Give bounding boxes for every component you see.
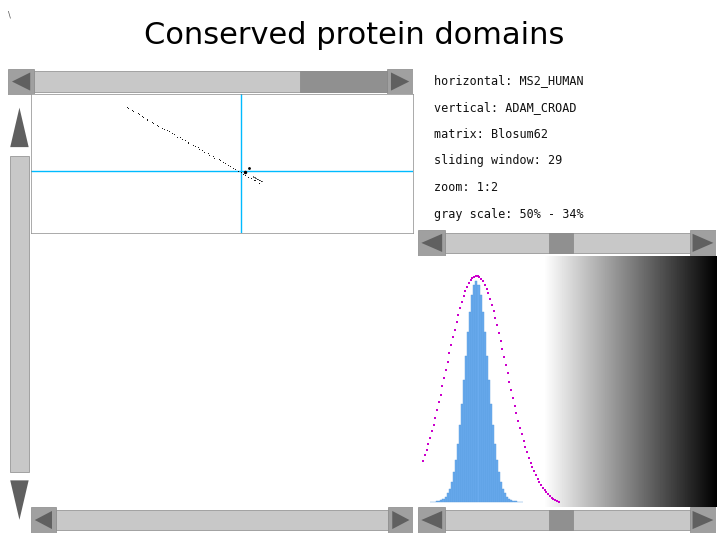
Text: gray scale: 50% - 34%: gray scale: 50% - 34% — [433, 208, 583, 221]
Polygon shape — [421, 234, 442, 252]
Bar — [510, 500, 513, 502]
Text: vertical: ADAM_CROAD: vertical: ADAM_CROAD — [433, 101, 576, 114]
Bar — [492, 426, 494, 502]
Bar — [477, 285, 480, 502]
Bar — [438, 501, 441, 502]
Polygon shape — [10, 481, 29, 520]
Bar — [508, 499, 510, 502]
Bar — [387, 69, 413, 94]
Bar — [31, 507, 56, 533]
Polygon shape — [10, 107, 29, 147]
Text: zoom: 1:2: zoom: 1:2 — [433, 181, 498, 194]
Bar — [469, 312, 472, 502]
Bar — [482, 312, 484, 502]
Bar — [467, 332, 469, 502]
Bar — [449, 489, 451, 502]
Bar — [690, 230, 716, 256]
Bar — [690, 507, 716, 533]
Bar — [388, 507, 413, 533]
Polygon shape — [693, 234, 714, 252]
Polygon shape — [12, 72, 30, 91]
Polygon shape — [693, 511, 714, 529]
Bar — [418, 507, 445, 533]
Bar — [486, 356, 487, 502]
Bar — [463, 380, 465, 502]
Bar — [494, 444, 496, 502]
Text: \: \ — [8, 10, 11, 19]
Polygon shape — [392, 511, 410, 529]
Bar — [498, 472, 500, 502]
Bar — [443, 499, 444, 502]
Bar — [484, 332, 486, 502]
Bar — [549, 233, 573, 253]
Text: sliding window: 29: sliding window: 29 — [433, 154, 562, 167]
Bar — [475, 281, 477, 502]
Bar — [300, 71, 387, 92]
Bar — [506, 497, 508, 502]
Bar — [504, 494, 506, 502]
Bar — [56, 510, 388, 530]
Bar — [513, 501, 515, 502]
Bar — [451, 482, 453, 502]
Text: Conserved protein domains: Conserved protein domains — [144, 21, 564, 50]
Text: matrix: Blosum62: matrix: Blosum62 — [433, 127, 547, 140]
Bar — [472, 295, 473, 502]
Polygon shape — [421, 511, 442, 529]
Bar — [487, 380, 490, 502]
Bar — [8, 69, 35, 94]
Bar — [461, 404, 463, 502]
Bar — [445, 233, 690, 253]
Text: horizontal: MS2_HUMAN: horizontal: MS2_HUMAN — [433, 74, 583, 87]
Bar — [549, 510, 573, 530]
Bar — [445, 510, 690, 530]
Bar — [444, 497, 446, 502]
Bar — [453, 472, 455, 502]
Bar — [441, 500, 443, 502]
Bar — [35, 71, 387, 92]
Bar — [465, 356, 467, 502]
Polygon shape — [391, 72, 409, 91]
Bar — [10, 156, 29, 471]
Bar — [457, 444, 459, 502]
Polygon shape — [35, 511, 52, 529]
Bar — [500, 482, 503, 502]
Bar — [418, 230, 445, 256]
Bar — [473, 285, 475, 502]
Bar — [459, 426, 461, 502]
Bar — [446, 494, 449, 502]
Bar — [496, 460, 498, 502]
Bar — [490, 404, 492, 502]
Bar — [480, 295, 482, 502]
Bar — [455, 460, 457, 502]
Bar — [502, 489, 504, 502]
